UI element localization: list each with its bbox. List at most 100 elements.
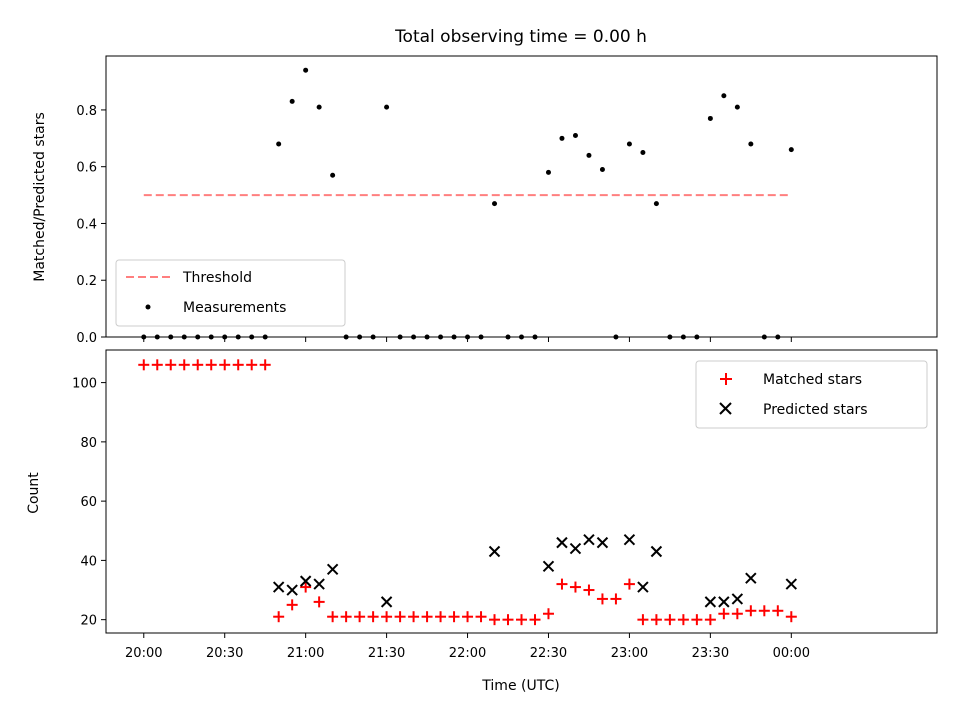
- matched-star-point: [178, 359, 190, 371]
- predicted-star-mark: [623, 533, 636, 546]
- measurement-point: [303, 67, 309, 73]
- predicted-star-mark: [650, 545, 663, 558]
- measurement-point: [330, 172, 336, 178]
- matched-star-point: [394, 611, 406, 623]
- matched-star-point: [772, 605, 784, 617]
- x-tick-label: 23:30: [692, 646, 729, 661]
- matched-star-point: [637, 614, 649, 626]
- bottom-y-tick-label: 80: [80, 436, 97, 451]
- matched-star-point: [300, 581, 312, 593]
- matched-star-point: [610, 593, 622, 605]
- predicted-star-mark: [596, 536, 609, 549]
- matched-star-point: [381, 611, 393, 623]
- x-tick-label: 22:30: [530, 646, 567, 661]
- predicted-star-mark: [718, 596, 730, 608]
- x-tick-label: 21:30: [368, 646, 405, 661]
- measurement-point: [640, 150, 646, 156]
- measurement-point: [599, 167, 605, 173]
- legend-threshold-label: Threshold: [182, 270, 252, 286]
- measurement-point: [626, 141, 632, 147]
- x-tick-label: 23:00: [611, 646, 648, 661]
- count-panel: 20 40 60 80 100 20:00 20:30 21:00 21:30 22:00 22:3…: [72, 349, 938, 661]
- matched-star-point: [192, 359, 204, 371]
- predicted-star-point: [650, 545, 663, 558]
- top-y-axis-label: Matched/Predicted stars: [32, 112, 48, 282]
- x-tick-label: 22:00: [449, 646, 486, 661]
- matched-star-point: [421, 611, 433, 623]
- predicted-star-point: [286, 584, 298, 596]
- matched-star-point: [677, 614, 689, 626]
- predicted-star-mark: [731, 593, 744, 605]
- matched-star-point: [327, 611, 339, 623]
- matched-star-point: [623, 578, 635, 590]
- predicted-star-point: [313, 578, 325, 590]
- ratio-panel: 0.0 0.2 0.4 0.6 0.8: [76, 55, 938, 346]
- predicted-star-point: [556, 536, 568, 549]
- top-y-tick-label: 0.6: [76, 161, 97, 176]
- predicted-star-mark: [272, 581, 285, 593]
- matched-star-point: [516, 614, 527, 626]
- matched-star-point: [462, 611, 474, 623]
- top-plot-frame: [105, 55, 938, 338]
- matched-star-point: [219, 359, 231, 371]
- x-tick-label: 20:30: [206, 646, 243, 661]
- predicted-star-point: [718, 596, 730, 608]
- matched-star-point: [259, 359, 271, 371]
- chart-title: Total observing time = 0.00 h: [394, 27, 647, 47]
- predicted-star-mark: [637, 581, 649, 593]
- matched-star-point: [138, 359, 150, 371]
- matched-star-point: [232, 359, 244, 371]
- top-y-tick-label: 0.0: [76, 331, 97, 346]
- predicted-star-point: [488, 545, 501, 558]
- predicted-star-point: [583, 533, 595, 546]
- measurement-point: [721, 93, 727, 99]
- legend-measurements-swatch: [145, 304, 151, 310]
- predicted-star-point: [596, 536, 609, 549]
- predicted-star-mark: [569, 542, 582, 555]
- legend-matched-swatch: [720, 373, 732, 385]
- matched-star-point: [367, 611, 379, 623]
- measurement-point: [545, 169, 551, 175]
- matched-star-point: [151, 359, 163, 371]
- matched-star-point: [489, 614, 501, 626]
- matched-star-point: [650, 614, 662, 626]
- predicted-star-point: [326, 563, 339, 575]
- legend-matched-label: Matched stars: [763, 372, 862, 388]
- predicted-star-mark: [380, 596, 393, 608]
- x-axis-label: Time (UTC): [481, 678, 559, 694]
- predicted-star-mark: [313, 578, 325, 590]
- predicted-star-mark: [556, 536, 568, 549]
- matched-star-point: [542, 608, 554, 620]
- bottom-y-tick-label: 20: [80, 614, 97, 629]
- matched-star-point: [731, 608, 743, 620]
- legend-bottom-box: [695, 360, 928, 429]
- predicted-star-point: [731, 593, 744, 605]
- measurement-point: [734, 104, 740, 110]
- x-tick-label: 00:00: [773, 646, 810, 661]
- measurement-point: [707, 115, 713, 121]
- top-y-tick-label: 0.8: [76, 104, 97, 119]
- matched-star-point: [758, 605, 770, 617]
- matched-star-point: [340, 611, 352, 623]
- measurement-point: [384, 104, 390, 110]
- predicted-star-point: [542, 560, 555, 573]
- matched-star-point: [165, 359, 177, 371]
- predicted-star-point: [569, 542, 582, 555]
- predicted-star-mark: [785, 578, 798, 590]
- predicted-star-mark: [583, 533, 595, 546]
- matched-star-point: [408, 611, 420, 623]
- predicted-star-mark: [299, 575, 312, 587]
- predicted-star-mark: [704, 596, 717, 608]
- matched-star-point: [704, 614, 716, 626]
- matched-star-point: [583, 584, 595, 596]
- x-tick-label: 21:00: [287, 646, 324, 661]
- predicted-star-point: [704, 596, 717, 608]
- matched-star-point: [273, 611, 285, 623]
- measurement-point: [788, 147, 794, 153]
- legend-predicted-swatch: [719, 402, 732, 415]
- matched-star-point: [785, 611, 797, 623]
- measurement-point: [276, 141, 282, 147]
- matched-star-point: [745, 605, 757, 617]
